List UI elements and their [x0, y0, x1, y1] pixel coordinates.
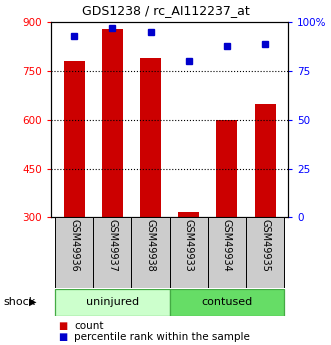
- Bar: [55, 217, 93, 288]
- Bar: [93, 217, 131, 288]
- Text: contused: contused: [201, 297, 253, 307]
- Text: shock: shock: [3, 297, 35, 307]
- Text: GSM49938: GSM49938: [146, 219, 156, 272]
- Bar: [131, 217, 169, 288]
- Bar: [140, 58, 161, 217]
- Bar: [255, 104, 276, 217]
- Bar: [102, 29, 123, 217]
- Text: GSM49935: GSM49935: [260, 219, 270, 272]
- Text: count: count: [74, 321, 104, 331]
- Bar: [178, 213, 199, 217]
- Text: ■: ■: [58, 333, 67, 342]
- Bar: [216, 120, 237, 217]
- Bar: [169, 289, 284, 316]
- Bar: [64, 61, 85, 217]
- Text: GSM49934: GSM49934: [222, 219, 232, 272]
- Bar: [208, 217, 246, 288]
- Text: GSM49933: GSM49933: [184, 219, 194, 272]
- Text: GSM49936: GSM49936: [69, 219, 79, 272]
- Text: GSM49937: GSM49937: [107, 219, 118, 272]
- Text: ■: ■: [58, 321, 67, 331]
- Bar: [246, 217, 284, 288]
- Text: ▶: ▶: [29, 297, 37, 307]
- Bar: [169, 217, 208, 288]
- Bar: [55, 289, 169, 316]
- Text: uninjured: uninjured: [86, 297, 139, 307]
- Text: percentile rank within the sample: percentile rank within the sample: [74, 333, 250, 342]
- Text: GDS1238 / rc_AI112237_at: GDS1238 / rc_AI112237_at: [82, 4, 249, 17]
